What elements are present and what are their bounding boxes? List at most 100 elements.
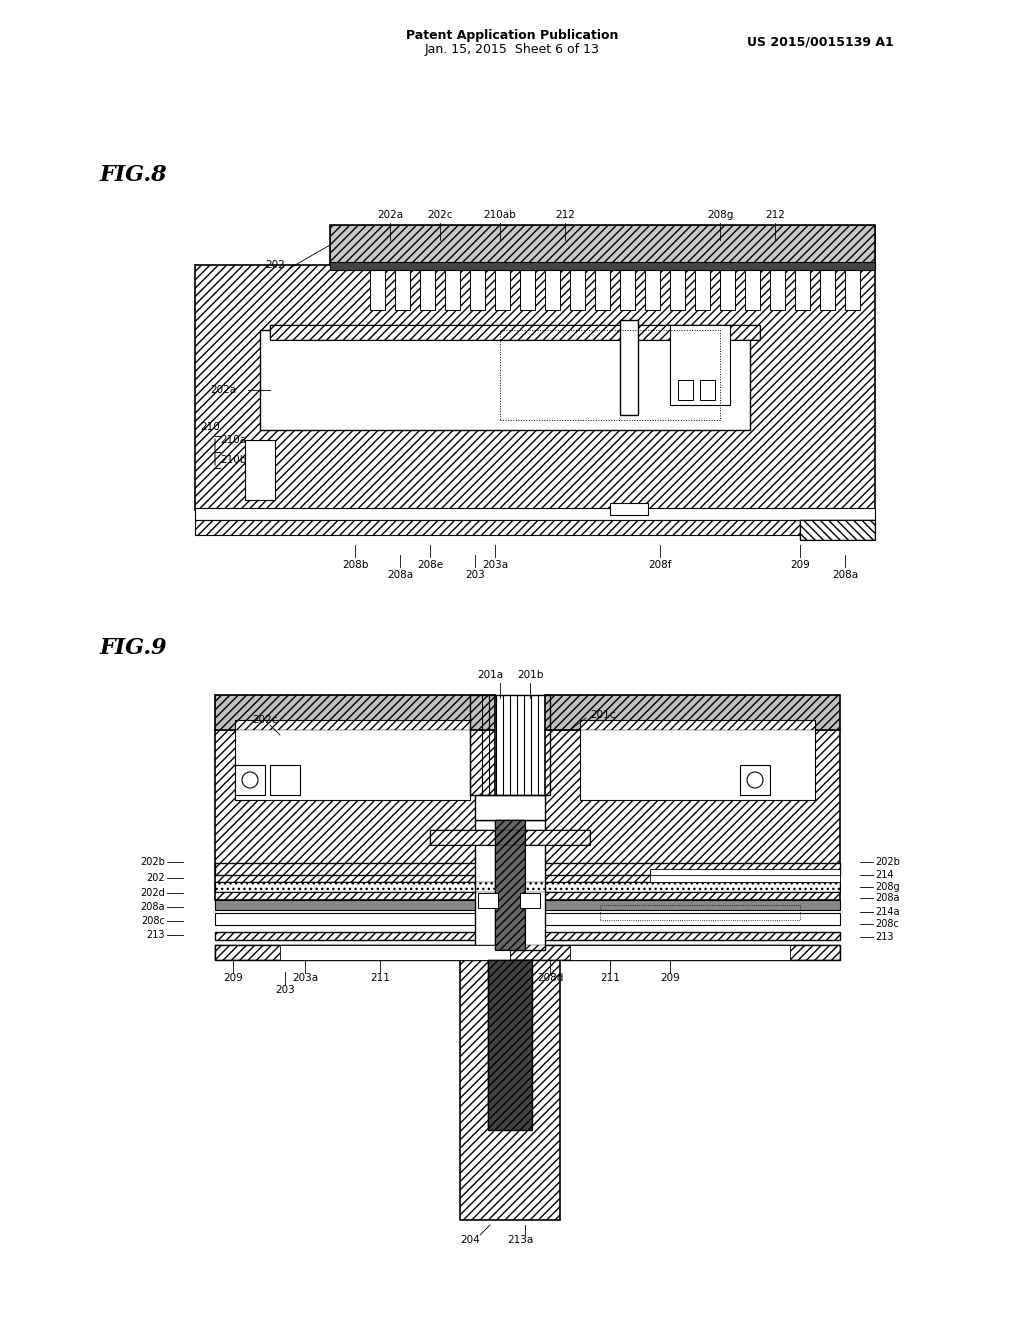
Bar xyxy=(260,330,750,430)
Bar xyxy=(570,945,790,960)
Bar xyxy=(645,271,660,310)
Text: 208g: 208g xyxy=(874,882,900,892)
Bar xyxy=(800,520,874,540)
Bar xyxy=(475,820,545,950)
Text: 210a: 210a xyxy=(220,436,246,445)
Bar xyxy=(500,330,720,420)
Bar xyxy=(670,325,730,405)
Bar xyxy=(215,882,840,892)
Text: 208a: 208a xyxy=(874,894,899,903)
Bar xyxy=(620,271,635,310)
Bar xyxy=(445,271,460,310)
Bar xyxy=(215,945,840,960)
Bar xyxy=(215,696,495,730)
Bar xyxy=(430,830,590,845)
Bar xyxy=(695,271,710,310)
Text: 202: 202 xyxy=(265,260,285,271)
Bar xyxy=(545,271,560,310)
Text: 208a: 208a xyxy=(831,570,858,579)
Bar xyxy=(215,900,840,909)
Bar xyxy=(215,696,495,730)
Bar xyxy=(430,830,590,845)
Bar xyxy=(495,271,510,310)
Bar xyxy=(650,873,840,882)
Bar xyxy=(770,271,785,310)
Bar xyxy=(470,696,550,795)
Text: 212: 212 xyxy=(555,210,574,220)
Bar xyxy=(234,766,265,795)
Text: 213: 213 xyxy=(146,931,165,940)
Bar xyxy=(610,503,648,515)
Bar xyxy=(215,932,840,940)
Bar xyxy=(570,271,585,310)
Bar xyxy=(488,960,532,1130)
Bar xyxy=(195,520,874,535)
Circle shape xyxy=(242,772,258,788)
Text: 214: 214 xyxy=(874,870,894,880)
Bar xyxy=(460,960,560,1220)
Bar xyxy=(545,730,840,900)
Bar xyxy=(820,271,835,310)
Text: 210ab: 210ab xyxy=(483,210,516,220)
Text: 203a: 203a xyxy=(482,560,508,570)
Bar xyxy=(678,380,693,400)
Bar xyxy=(545,696,840,730)
Bar xyxy=(600,906,800,920)
Bar xyxy=(620,319,638,414)
Bar xyxy=(270,766,300,795)
Text: 203: 203 xyxy=(465,570,485,579)
Text: 213a: 213a xyxy=(507,1236,534,1245)
Bar xyxy=(845,271,860,310)
Bar xyxy=(420,271,435,310)
Text: 204: 204 xyxy=(460,1236,480,1245)
Bar xyxy=(470,271,485,310)
Text: 208e: 208e xyxy=(417,560,443,570)
Text: 202a: 202a xyxy=(210,385,237,395)
Bar xyxy=(370,271,385,310)
Bar xyxy=(215,882,840,892)
Bar xyxy=(700,380,715,400)
Text: 209: 209 xyxy=(660,973,680,983)
Text: 203a: 203a xyxy=(292,973,318,983)
Bar xyxy=(270,325,760,341)
Text: FIG.9: FIG.9 xyxy=(100,638,168,659)
Text: 208a: 208a xyxy=(140,902,165,912)
Text: 202a: 202a xyxy=(377,210,403,220)
Bar xyxy=(330,224,874,265)
Bar xyxy=(595,271,610,310)
Text: Patent Application Publication: Patent Application Publication xyxy=(406,29,618,41)
Text: US 2015/0015139 A1: US 2015/0015139 A1 xyxy=(746,36,893,49)
Bar xyxy=(234,719,470,800)
Bar xyxy=(545,696,840,730)
Text: 208d: 208d xyxy=(537,973,563,983)
Text: 211: 211 xyxy=(600,973,620,983)
Bar xyxy=(195,508,874,520)
Bar xyxy=(670,271,685,310)
Text: 202b: 202b xyxy=(874,857,900,867)
Text: 212: 212 xyxy=(765,210,785,220)
Text: 202b: 202b xyxy=(140,857,165,867)
Bar xyxy=(215,863,840,875)
Text: 210: 210 xyxy=(200,422,220,432)
Bar xyxy=(280,945,510,960)
Text: FIG.8: FIG.8 xyxy=(100,164,168,186)
Text: 209: 209 xyxy=(791,560,810,570)
Bar xyxy=(245,440,275,500)
Bar xyxy=(745,271,760,310)
Bar xyxy=(215,945,840,960)
Text: 214a: 214a xyxy=(874,907,899,917)
Bar xyxy=(800,520,874,540)
Text: 213: 213 xyxy=(874,932,894,942)
Text: 208g: 208g xyxy=(707,210,733,220)
Bar xyxy=(495,820,525,950)
Text: 203: 203 xyxy=(275,985,295,995)
Text: 201a: 201a xyxy=(477,671,503,680)
Bar xyxy=(650,869,840,875)
Text: 208a: 208a xyxy=(387,570,413,579)
Bar xyxy=(520,894,540,908)
Circle shape xyxy=(746,772,763,788)
Bar xyxy=(475,795,545,820)
Bar xyxy=(395,271,410,310)
Bar xyxy=(330,224,874,265)
Text: 202c: 202c xyxy=(252,715,278,725)
